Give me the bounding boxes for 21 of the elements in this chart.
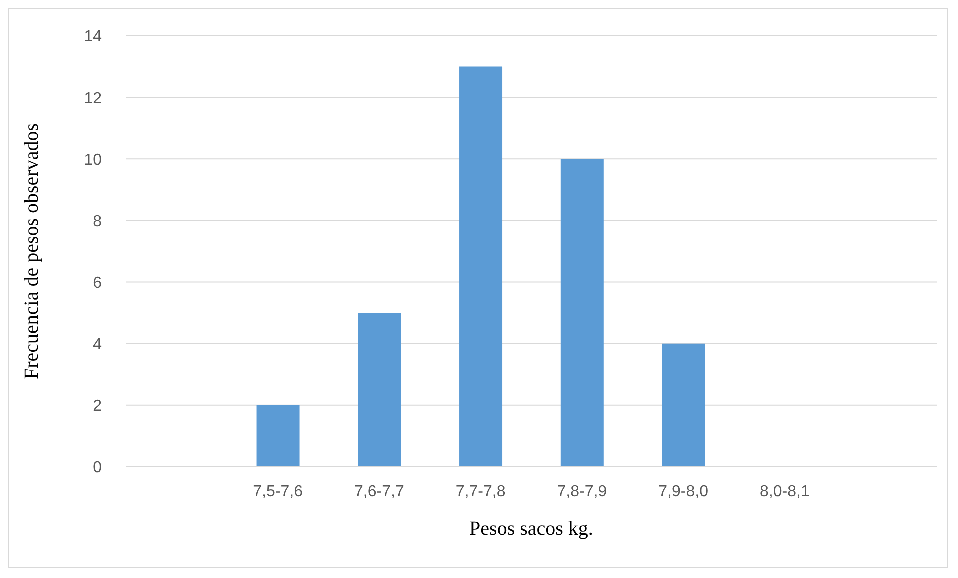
y-tick-label: 2	[93, 398, 102, 416]
x-tick-label: 8,0-8,1	[760, 483, 810, 500]
bar	[256, 405, 300, 467]
bar	[460, 66, 503, 467]
bar	[662, 344, 706, 467]
y-tick-label: 12	[84, 90, 102, 108]
x-tick-label: 7,9-8,0	[658, 483, 709, 500]
x-tick-label: 7,7-7,8	[456, 483, 506, 500]
y-tick-label: 6	[93, 274, 102, 292]
y-tick-label: 8	[93, 213, 102, 230]
bar	[358, 313, 402, 467]
y-tick-label: 14	[84, 28, 102, 46]
y-tick-label: 0	[93, 460, 102, 477]
x-tick-label: 7,6-7,7	[354, 483, 404, 500]
y-tick-label: 4	[93, 336, 102, 354]
x-tick-label: 7,8-7,9	[557, 483, 608, 500]
y-tick-label: 10	[84, 152, 102, 169]
bar	[560, 159, 604, 467]
x-axis-title: Pesos sacos kg.	[470, 518, 594, 540]
y-axis-title: Frecuencia de pesos observados	[21, 123, 44, 380]
x-tick-label: 7,5-7,6	[253, 483, 304, 500]
